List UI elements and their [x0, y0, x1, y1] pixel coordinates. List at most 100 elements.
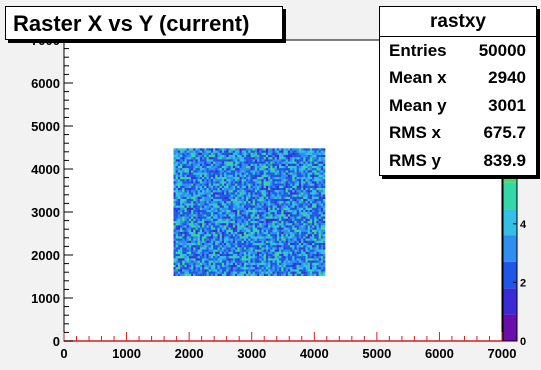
heatmap-cell	[210, 221, 214, 224]
heatmap-cell	[301, 196, 304, 199]
heatmap-cell	[215, 267, 218, 270]
heatmap-cell	[202, 218, 205, 221]
heatmap-cell	[230, 201, 233, 204]
heatmap-cell	[312, 148, 315, 151]
heatmap-cell	[281, 168, 284, 171]
heatmap-cell	[292, 203, 295, 206]
heatmap-cell	[210, 223, 214, 226]
heatmap-cell	[243, 155, 247, 158]
heatmap-cell	[307, 155, 310, 158]
heatmap-cell	[239, 181, 242, 184]
heatmap-cell	[177, 183, 181, 186]
heatmap-cell	[213, 254, 216, 257]
heatmap-cell	[323, 148, 326, 151]
heatmap-cell	[309, 265, 313, 268]
heatmap-cell	[294, 245, 297, 248]
heatmap-cell	[213, 223, 216, 226]
heatmap-cell	[323, 247, 326, 250]
heatmap-cell	[318, 265, 321, 268]
heatmap-cell	[307, 234, 310, 237]
heatmap-cell	[197, 205, 200, 208]
heatmap-cell	[199, 190, 203, 193]
heatmap-cell	[182, 273, 185, 276]
heatmap-cell	[235, 229, 238, 232]
heatmap-cell	[259, 273, 262, 276]
heatmap-cell	[270, 166, 273, 169]
heatmap-cell	[305, 210, 308, 213]
heatmap-cell	[239, 262, 242, 265]
heatmap-cell	[303, 172, 306, 175]
heatmap-cell	[294, 150, 297, 153]
heatmap-cell	[184, 168, 187, 171]
heatmap-cell	[193, 179, 196, 182]
heatmap-cell	[312, 225, 315, 228]
heatmap-cell	[309, 152, 313, 155]
heatmap-cell	[274, 148, 277, 151]
heatmap-cell	[250, 245, 253, 248]
heatmap-cell	[261, 251, 264, 254]
heatmap-cell	[224, 214, 227, 217]
heatmap-cell	[182, 170, 185, 173]
heatmap-cell	[307, 188, 310, 191]
color-scale-segment	[503, 182, 517, 210]
heatmap-cell	[177, 212, 181, 215]
heatmap-cell	[186, 227, 189, 230]
heatmap-cell	[237, 247, 240, 250]
heatmap-cell	[226, 212, 229, 215]
heatmap-cell	[279, 227, 282, 230]
heatmap-cell	[290, 185, 293, 188]
heatmap-cell	[221, 247, 225, 250]
heatmap-cell	[320, 207, 324, 210]
heatmap-cell	[217, 166, 220, 169]
heatmap-cell	[241, 168, 244, 171]
heatmap-cell	[323, 194, 326, 197]
heatmap-cell	[287, 163, 291, 166]
heatmap-cell	[303, 256, 306, 259]
heatmap-cell	[241, 247, 244, 250]
heatmap-cell	[191, 199, 194, 202]
heatmap-cell	[248, 168, 251, 171]
heatmap-cell	[228, 190, 231, 193]
heatmap-cell	[248, 194, 251, 197]
heatmap-cell	[177, 258, 181, 261]
heatmap-cell	[303, 273, 306, 276]
heatmap-cell	[272, 236, 275, 239]
heatmap-cell	[241, 265, 244, 268]
heatmap-cell	[173, 210, 176, 213]
heatmap-cell	[274, 227, 277, 230]
heatmap-cell	[268, 273, 271, 276]
heatmap-cell	[298, 258, 302, 261]
heatmap-cell	[287, 194, 291, 197]
heatmap-cell	[279, 254, 282, 257]
heatmap-cell	[191, 148, 194, 151]
heatmap-cell	[206, 218, 209, 221]
heatmap-cell	[294, 256, 297, 259]
heatmap-cell	[292, 267, 295, 270]
heatmap-cell	[268, 260, 271, 263]
heatmap-cell	[265, 155, 269, 158]
stats-row-mean-x: Mean x 2940	[380, 65, 536, 93]
heatmap-cell	[243, 172, 247, 175]
heatmap-cell	[184, 262, 187, 265]
heatmap-cell	[265, 210, 269, 213]
heatmap-cell	[188, 271, 192, 274]
heatmap-cell	[202, 168, 205, 171]
heatmap-cell	[274, 238, 277, 241]
heatmap-cell	[268, 223, 271, 226]
heatmap-cell	[195, 214, 198, 217]
heatmap-cell	[237, 238, 240, 241]
heatmap-cell	[215, 273, 218, 276]
heatmap-cell	[283, 256, 286, 259]
heatmap-cell	[272, 168, 275, 171]
heatmap-cell	[186, 181, 189, 184]
heatmap-cell	[265, 256, 269, 259]
heatmap-cell	[246, 256, 249, 259]
heatmap-cell	[206, 258, 209, 261]
heatmap-cell	[202, 245, 205, 248]
heatmap-cell	[294, 236, 297, 239]
heatmap-cell	[250, 238, 253, 241]
heatmap-cell	[250, 247, 253, 250]
heatmap-cell	[213, 262, 216, 265]
heatmap-cell	[281, 269, 284, 272]
heatmap-cell	[202, 201, 205, 204]
